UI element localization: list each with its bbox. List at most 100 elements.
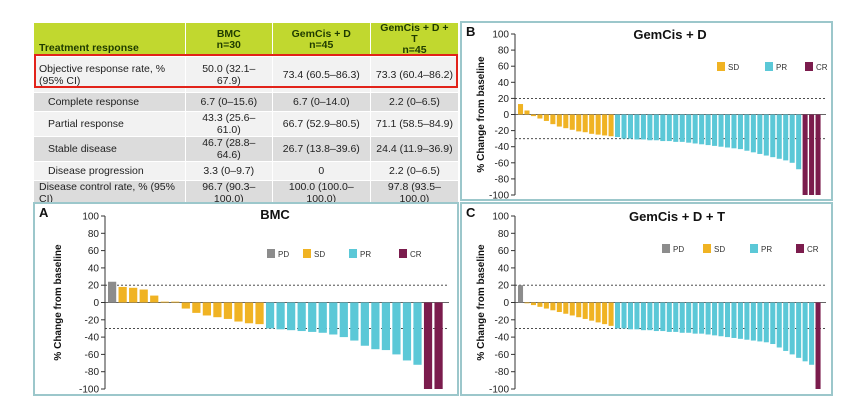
table-cell: 73.4 (60.5–86.3) (271, 56, 371, 93)
y-tick-label: 0 (503, 110, 509, 121)
waterfall-bar (139, 289, 148, 303)
waterfall-bar (518, 104, 524, 115)
panel-b: B GemCis + D % Change from baseline 100 80 60… (460, 21, 833, 201)
y-tick-label: 80 (498, 229, 510, 240)
waterfall-bar (556, 114, 562, 127)
y-tick-label: -40 (85, 333, 100, 344)
legend-label: PR (776, 63, 787, 72)
table-cell: 26.7 (13.8–39.6) (271, 136, 371, 162)
y-tick-label: 20 (498, 94, 510, 105)
waterfall-bar (530, 302, 536, 306)
waterfall-bar (634, 302, 640, 330)
waterfall-bar (171, 301, 180, 303)
waterfall-bar (660, 302, 666, 332)
waterfall-bar (595, 114, 601, 135)
waterfall-bar (763, 114, 769, 156)
y-tick-label: 80 (88, 229, 100, 240)
waterfall-bar (423, 302, 433, 389)
y-tick-label: -20 (85, 315, 100, 326)
waterfall-bar (563, 114, 569, 129)
waterfall-bar (563, 302, 569, 314)
waterfall-bar (297, 302, 306, 332)
y-tick-label: 100 (82, 212, 99, 223)
waterfall-bar (595, 302, 601, 323)
y-tick-label: -40 (495, 333, 510, 344)
table-cell: 46.7 (28.8–64.6) (184, 136, 273, 162)
legend-label: PD (673, 245, 684, 254)
y-tick-label: -60 (495, 158, 510, 169)
legend-label: SD (728, 63, 739, 72)
waterfall-bar (392, 302, 401, 355)
row-label: Partial response (33, 111, 186, 137)
waterfall-bar (744, 302, 750, 340)
table-cell: 96.7 (90.3–100.0) (184, 180, 273, 206)
waterfall-bar (129, 287, 138, 303)
y-tick-label: 20 (88, 281, 100, 292)
y-tick-label: 60 (88, 246, 100, 257)
waterfall-bar (796, 114, 802, 170)
waterfall-bar (731, 114, 737, 149)
waterfall-bar (679, 114, 685, 142)
table-row: Disease control rate, % (95% CI) 96.7 (90… (33, 180, 460, 206)
waterfall-bar (276, 302, 285, 330)
y-tick-label: -20 (495, 126, 510, 137)
waterfall-bar (770, 302, 776, 345)
table-header-cell: BMC n=30 (184, 22, 273, 57)
waterfall-bar (223, 302, 233, 319)
y-tick-label: -80 (495, 174, 510, 185)
waterfall-bar (608, 302, 614, 326)
waterfall-bar (647, 114, 653, 141)
legend-swatch (765, 62, 773, 71)
y-tick-label: -100 (489, 385, 509, 395)
waterfall-bar (815, 302, 821, 389)
row-label: Disease progression (33, 161, 186, 181)
waterfall-bar (724, 302, 731, 338)
waterfall-bar (699, 302, 705, 334)
table-row: Partial response 43.3 (25.6–61.0) 66.7 (52… (33, 111, 460, 137)
waterfall-bar (783, 114, 789, 161)
y-axis-label: % Change from baseline (476, 244, 487, 361)
waterfall-bar (589, 114, 595, 134)
table-cell: 2.2 (0–6.5) (369, 92, 460, 112)
waterfall-bar (537, 302, 543, 307)
y-tick-label: 60 (498, 246, 510, 257)
waterfall-bar (181, 302, 190, 309)
legend-swatch (703, 244, 711, 253)
legend-label: CR (410, 250, 422, 259)
waterfall-bar (718, 302, 724, 337)
waterfall-bar (653, 114, 659, 141)
legend-label: PR (360, 250, 371, 259)
y-tick-label: 60 (498, 62, 510, 73)
table-row: Objective response rate, % (95% CI) 50.0 (… (33, 56, 460, 93)
waterfall-bar (692, 114, 698, 144)
table-row: Complete response 6.7 (0–15.6) 6.7 (0–14.0… (33, 92, 460, 112)
waterfall-bar (202, 302, 211, 316)
y-axis-label: % Change from baseline (53, 244, 64, 361)
y-tick-label: -60 (495, 350, 510, 361)
legend-label: CR (807, 245, 819, 254)
row-label: Objective response rate, % (95% CI) (33, 56, 186, 93)
waterfall-bar (582, 114, 588, 133)
waterfall-bar (518, 285, 524, 303)
panel-letter: A (39, 205, 49, 220)
waterfall-bar (686, 114, 692, 143)
panel-letter: C (466, 205, 476, 220)
table-cell: 100.0 (100.0–100.0) (271, 180, 371, 206)
waterfall-bar (802, 114, 808, 195)
waterfall-bar (413, 302, 422, 365)
table-cell: 6.7 (0–14.0) (271, 92, 371, 112)
y-tick-label: -100 (79, 385, 99, 395)
table-cell: 43.3 (25.6–61.0) (184, 111, 273, 137)
y-tick-label: 0 (503, 298, 509, 309)
waterfall-bar (524, 302, 530, 304)
waterfall-bar (673, 114, 679, 142)
y-axis-label: % Change from baseline (476, 56, 487, 173)
waterfall-bar (692, 302, 698, 334)
y-tick-label: -20 (495, 315, 510, 326)
waterfall-bar (789, 114, 795, 163)
y-tick-label: 40 (88, 263, 100, 274)
waterfall-bar (265, 302, 275, 329)
table-cell: 3.3 (0–9.7) (184, 161, 273, 181)
